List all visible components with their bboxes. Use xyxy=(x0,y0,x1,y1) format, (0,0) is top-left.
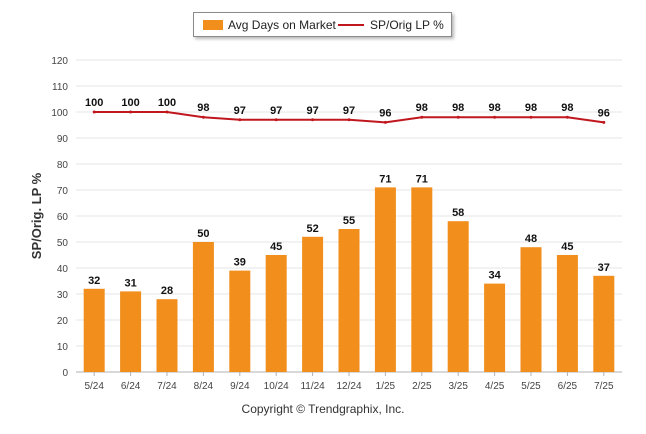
y-tick-label: 100 xyxy=(51,108,68,119)
line-data-label: 97 xyxy=(270,105,282,117)
line-data-label: 96 xyxy=(379,107,391,119)
y-tick-label: 80 xyxy=(57,160,69,171)
x-tick-label: 12/24 xyxy=(336,381,361,392)
bar-data-label: 55 xyxy=(343,215,355,227)
x-tick-label: 1/25 xyxy=(376,381,396,392)
bar xyxy=(593,275,615,372)
bar-data-label: 31 xyxy=(124,277,136,289)
line-point xyxy=(129,110,133,114)
bar xyxy=(447,221,469,372)
bar xyxy=(556,255,578,372)
line-data-label: 98 xyxy=(525,102,537,114)
y-tick-label: 40 xyxy=(57,264,69,275)
x-tick-label: 5/25 xyxy=(521,381,541,392)
bar xyxy=(83,288,105,372)
line-data-label: 98 xyxy=(561,102,573,114)
x-tick-label: 9/24 xyxy=(230,381,250,392)
line-data-label: 97 xyxy=(306,105,318,117)
bar-data-label: 37 xyxy=(598,262,610,274)
legend-line-swatch xyxy=(338,24,364,26)
bar-data-label: 71 xyxy=(379,173,391,185)
legend-bar-label: Avg Days on Market xyxy=(228,18,336,32)
legend-bar-swatch xyxy=(203,20,223,30)
x-tick-label: 2/25 xyxy=(412,381,432,392)
line-point xyxy=(602,120,606,124)
bar-data-label: 34 xyxy=(488,270,501,282)
line-data-label: 100 xyxy=(85,97,103,109)
bar xyxy=(229,270,251,372)
bar xyxy=(302,236,324,372)
line-data-label: 98 xyxy=(416,102,428,114)
line-point xyxy=(274,118,278,122)
bar-data-label: 32 xyxy=(88,275,100,287)
line-data-label: 97 xyxy=(234,105,246,117)
line-point xyxy=(201,115,205,119)
bar-data-label: 50 xyxy=(197,228,209,240)
x-tick-label: 7/24 xyxy=(157,381,177,392)
bar xyxy=(192,242,214,372)
bar xyxy=(484,283,506,372)
bar-data-label: 45 xyxy=(561,241,573,253)
bar-data-label: 39 xyxy=(234,257,246,269)
x-tick-label: 6/25 xyxy=(558,381,578,392)
bar xyxy=(338,229,360,372)
line-point xyxy=(420,115,424,119)
line-data-label: 98 xyxy=(197,102,209,114)
x-tick-label: 3/25 xyxy=(448,381,468,392)
y-tick-label: 110 xyxy=(52,82,68,93)
line-point xyxy=(565,115,569,119)
y-tick-label: 50 xyxy=(57,238,69,249)
y-tick-label: 120 xyxy=(51,56,68,67)
line-data-label: 98 xyxy=(488,102,500,114)
y-tick-label: 30 xyxy=(57,290,69,301)
line-point xyxy=(165,110,169,114)
line-point xyxy=(311,118,315,122)
line-point xyxy=(529,115,533,119)
x-tick-label: 5/24 xyxy=(84,381,104,392)
x-tick-label: 6/24 xyxy=(121,381,141,392)
x-tick-label: 4/25 xyxy=(485,381,505,392)
legend-line-label: SP/Orig LP % xyxy=(370,18,444,32)
chart-legend: Avg Days on Market SP/Orig LP % xyxy=(193,12,452,37)
x-tick-label: 10/24 xyxy=(264,381,289,392)
bar xyxy=(156,299,178,372)
line-point xyxy=(383,120,387,124)
bar-data-label: 48 xyxy=(525,233,537,245)
y-tick-label: 10 xyxy=(57,342,69,353)
bar-data-label: 71 xyxy=(416,173,428,185)
y-tick-label: 0 xyxy=(62,368,68,379)
line-point xyxy=(456,115,460,119)
line-data-label: 100 xyxy=(121,97,139,109)
line-data-label: 100 xyxy=(158,97,176,109)
line-point xyxy=(493,115,497,119)
bar xyxy=(265,255,287,372)
line-point xyxy=(92,110,96,114)
bar-data-label: 52 xyxy=(306,223,318,235)
x-tick-label: 11/24 xyxy=(300,381,325,392)
line-data-label: 96 xyxy=(598,107,610,119)
bar xyxy=(374,187,396,372)
bar xyxy=(520,247,542,372)
bar-data-label: 45 xyxy=(270,241,282,253)
y-tick-label: 90 xyxy=(57,134,69,145)
y-tick-label: 70 xyxy=(57,186,69,197)
line-point xyxy=(347,118,351,122)
line-point xyxy=(238,118,242,122)
line-data-label: 97 xyxy=(343,105,355,117)
y-tick-label: 20 xyxy=(57,316,69,327)
bar xyxy=(120,291,142,372)
x-tick-label: 8/24 xyxy=(194,381,214,392)
bar xyxy=(411,187,433,372)
x-tick-label: 7/25 xyxy=(594,381,614,392)
line-data-label: 98 xyxy=(452,102,464,114)
bar-data-label: 58 xyxy=(452,207,464,219)
y-axis-label: SP/Orig. LP % xyxy=(29,172,44,259)
y-tick-label: 60 xyxy=(57,212,69,223)
copyright-text: Copyright © Trendgraphix, Inc. xyxy=(241,402,405,416)
bar-data-label: 28 xyxy=(161,285,173,297)
